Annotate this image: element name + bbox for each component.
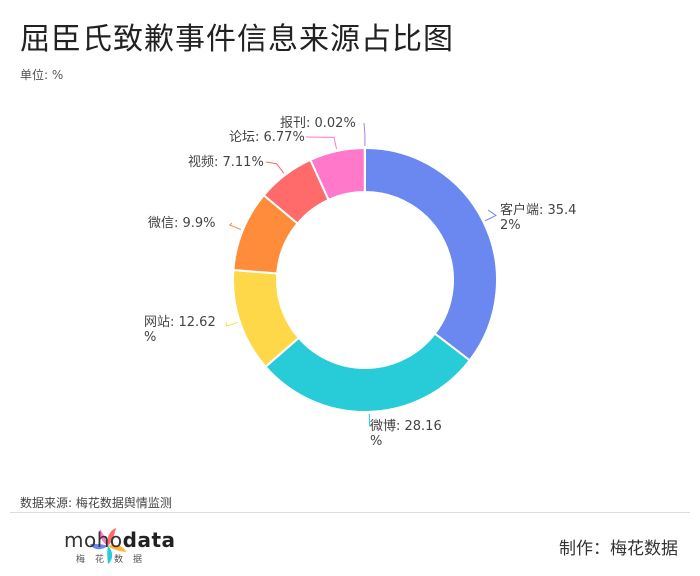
- leader-line-报刊: [363, 122, 366, 147]
- leader-line-网站: [225, 321, 239, 327]
- data-label-视频: 视频: 7.11%: [188, 155, 264, 170]
- leader-line-论坛: [305, 136, 338, 150]
- mohodata-logo-icon: [90, 528, 126, 564]
- donut-chart: 客户端: 35.4 2% 微博: 28.16 % 网站: 12.62 % 微信: 9.9% 视…: [144, 116, 576, 449]
- maker-credit: 制作：梅花数据: [559, 539, 678, 559]
- brand-subtitle: 梅花数据: [76, 555, 153, 565]
- data-label-微博: 微博: 28.16%: [370, 419, 442, 449]
- data-label-报刊: 报刊: 0.02%: [280, 116, 356, 131]
- leader-line-客户端: [484, 209, 497, 222]
- data-label-客户端: 客户端: 35.4 2%: [500, 202, 576, 233]
- data-label-微信: 微信: 9.9%: [148, 216, 216, 231]
- footer-divider: [10, 512, 690, 513]
- slice-微博[interactable]: [264, 332, 472, 413]
- leader-line-微信: [228, 222, 242, 230]
- data-label-论坛: 论坛: 6.77%: [229, 130, 305, 145]
- chart-title: 屈臣氏致歉事件信息来源占比图: [20, 22, 454, 57]
- brand-name: mohodata: [64, 528, 176, 552]
- leader-line-视频: [265, 161, 285, 174]
- leader-line-微博: [368, 413, 373, 427]
- slice-客户端[interactable]: [364, 146, 498, 362]
- source-label: 数据来源: 梅花数据舆情监测: [20, 496, 172, 510]
- unit-label: 单位: %: [20, 68, 64, 82]
- data-label-网站: 网站: 12.62%: [144, 315, 216, 345]
